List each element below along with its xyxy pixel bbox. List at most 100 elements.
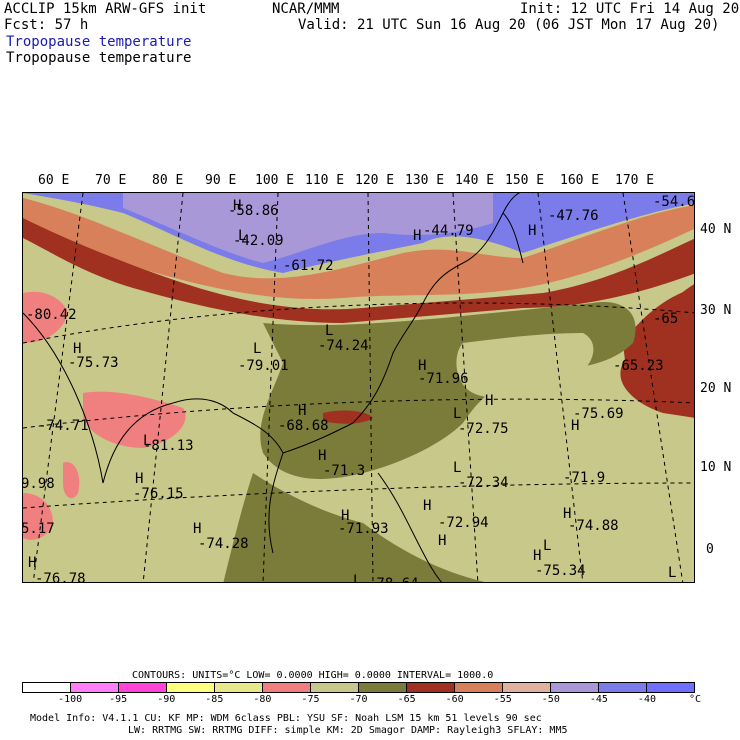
color-scale-bar [22, 682, 695, 693]
contours-info: CONTOURS: UNITS=°C LOW= 0.0000 HIGH= 0.0… [132, 670, 494, 681]
scale-tick-label: -100 [58, 694, 83, 705]
lon-label: 110 E [305, 173, 345, 188]
value-label: -75.69 [573, 406, 624, 422]
value-label: -76.15 [133, 486, 184, 502]
value-label: -42.09 [233, 233, 284, 249]
model-info-line1: Model Info: V4.1.1 CU: KF MP: WDM 6class… [30, 713, 542, 724]
lon-label: 160 E [560, 173, 600, 188]
value-label: 5.17 [22, 521, 55, 537]
high-marker: H [423, 498, 432, 514]
map-shading [23, 193, 694, 582]
low-marker: L [453, 406, 462, 422]
scale-tick-label: -55 [493, 694, 512, 705]
scale-tick-label: -50 [541, 694, 560, 705]
low-marker: L [143, 433, 152, 449]
value-label: -72.94 [438, 515, 489, 531]
low-marker: L [238, 228, 247, 244]
value-label: -65.23 [613, 358, 664, 374]
high-marker: H [28, 555, 37, 571]
lat-label: 0 [706, 542, 714, 557]
high-marker: H [73, 341, 82, 357]
title-center: NCAR/MMM [272, 1, 340, 17]
lat-label: 30 N [700, 303, 732, 318]
scale-tick-label: -70 [349, 694, 368, 705]
title-left: ACCLIP 15km ARW-GFS init [4, 1, 207, 17]
color-swatch [407, 683, 455, 692]
value-label: -65 [653, 311, 679, 327]
value-label: -80.42 [26, 307, 77, 323]
field-title-contour: Tropopause temperature [6, 50, 192, 66]
color-swatch [215, 683, 263, 692]
color-swatch [167, 683, 215, 692]
lon-label: 90 E [205, 173, 237, 188]
value-label: -74.28 [198, 536, 249, 552]
value-label: -78.64 [368, 576, 419, 582]
color-swatch [359, 683, 407, 692]
color-swatch [119, 683, 167, 692]
lon-label: 80 E [152, 173, 184, 188]
value-label: -75.34 [535, 563, 586, 579]
low-marker: L [668, 565, 677, 581]
value-label: -44.79 [423, 223, 474, 239]
value-label: -74.24 [318, 338, 369, 354]
color-swatch [71, 683, 119, 692]
color-swatch [647, 683, 694, 692]
scale-tick-label: -65 [397, 694, 416, 705]
color-swatch [503, 683, 551, 692]
scale-tick-label: -80 [253, 694, 272, 705]
value-label: -71.96 [418, 371, 469, 387]
value-label: -71.9 [563, 470, 606, 486]
high-marker: H [341, 508, 350, 524]
high-marker: H [563, 506, 572, 522]
value-label: -71.3 [323, 463, 366, 479]
scale-tick-label: -85 [205, 694, 224, 705]
high-marker: H [233, 198, 242, 214]
value-label: -81.13 [143, 438, 194, 454]
color-swatch [263, 683, 311, 692]
lon-label: 140 E [455, 173, 495, 188]
scale-tick-label: -75 [301, 694, 320, 705]
value-label: -76.78 [35, 571, 86, 583]
scale-tick-label: -45 [589, 694, 608, 705]
low-marker: L [353, 573, 362, 583]
value-label: -75.73 [68, 355, 119, 371]
value-label: -72.34 [458, 475, 509, 491]
value-label: -71.93 [338, 521, 389, 537]
high-marker: H [135, 471, 144, 487]
valid-time: Valid: 21 UTC Sun 16 Aug 20 (06 JST Mon … [298, 17, 720, 33]
value-label: -47.76 [548, 208, 599, 224]
lon-label: 130 E [405, 173, 445, 188]
high-marker: H [298, 403, 307, 419]
color-swatch [23, 683, 71, 692]
value-label: -74.88 [568, 518, 619, 534]
value-label: -58.86 [228, 203, 279, 219]
color-swatch [551, 683, 599, 692]
high-marker: H [413, 228, 422, 244]
lon-label: 60 E [38, 173, 70, 188]
high-marker: H [318, 448, 327, 464]
lat-label: 20 N [700, 381, 732, 396]
high-marker: H [485, 393, 494, 409]
value-label: 9.98 [22, 476, 55, 492]
value-label: -79.01 [238, 358, 289, 374]
high-marker: H [571, 418, 580, 434]
init-time: Init: 12 UTC Fri 14 Aug 20 [520, 1, 740, 17]
high-marker: H [533, 548, 542, 564]
map-panel: -58.86 H -42.09 L -61.72 H -44.79 H -47.76 -54.6-… [22, 192, 695, 583]
lon-label: 70 E [95, 173, 127, 188]
high-marker: H [438, 533, 447, 549]
scale-tick-label: -40 [637, 694, 656, 705]
value-label: -54.6 [653, 194, 695, 210]
low-marker: L [543, 538, 552, 554]
high-marker: H [528, 223, 537, 239]
color-swatch [311, 683, 359, 692]
high-marker: H [193, 521, 202, 537]
value-label: -68.68 [278, 418, 329, 434]
forecast-hour: Fcst: 57 h [4, 17, 89, 33]
scale-tick-label: °C [689, 694, 702, 705]
value-label: -61.72 [283, 258, 334, 274]
model-info-line2: LW: RRTMG SW: RRTMG DIFF: simple KM: 2D … [128, 725, 568, 736]
low-marker: L [453, 460, 462, 476]
low-marker: L [325, 323, 334, 339]
scale-tick-label: -95 [109, 694, 128, 705]
